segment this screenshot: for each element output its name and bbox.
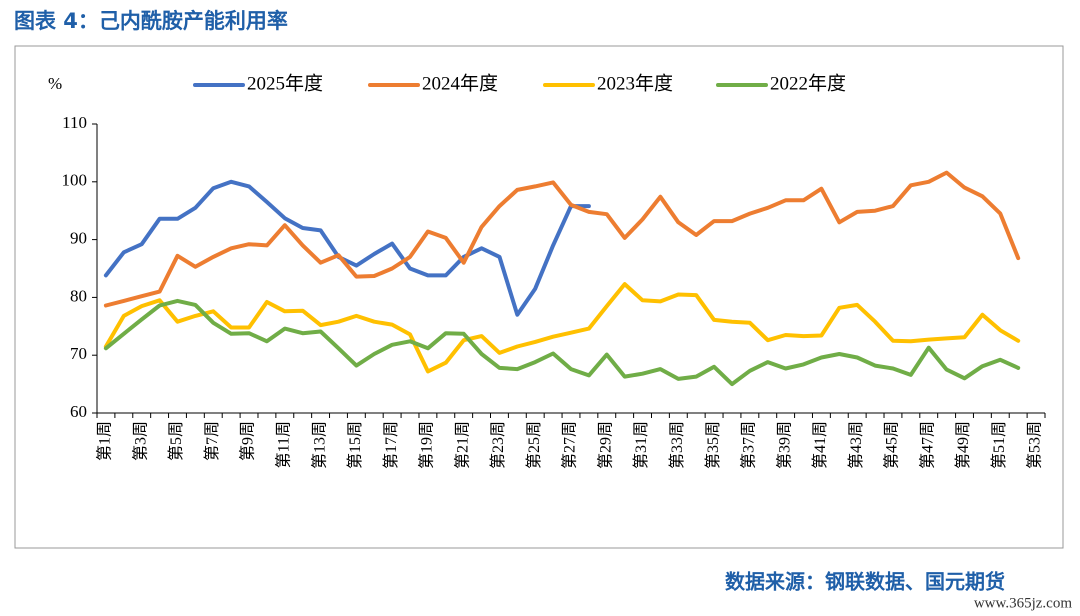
x-tick-label: 第35周: [704, 421, 722, 469]
x-tick-label: 第19周: [418, 421, 436, 469]
series-line: [103, 179, 591, 317]
x-tick-label: 第39周: [775, 421, 793, 469]
legend-label: 2024年度: [422, 72, 498, 94]
chart-frame: [14, 45, 1064, 549]
x-tick-label: 第1周: [96, 421, 114, 461]
y-tick-label: 90: [70, 229, 87, 248]
x-tick-label: 第23周: [489, 421, 507, 469]
x-tick-label: 第31周: [632, 421, 650, 469]
y-tick-label: 70: [70, 344, 87, 363]
x-tick-label: 第41周: [811, 421, 829, 469]
x-tick-label: 第5周: [167, 421, 185, 461]
series-line: [103, 282, 1021, 374]
x-tick-label: 第53周: [1026, 421, 1044, 469]
y-tick-label: 60: [70, 402, 87, 421]
watermark: www.365jz.com: [974, 595, 1073, 611]
x-tick-label: 第25周: [525, 421, 543, 469]
x-tick-label: 第3周: [131, 421, 149, 461]
x-tick-label: 第49周: [954, 421, 972, 469]
y-tick-label: 80: [70, 286, 87, 305]
legend-label: 2022年度: [770, 72, 846, 94]
x-tick-label: 第37周: [740, 421, 758, 469]
x-tick-label: 第29周: [596, 421, 614, 469]
x-tick-label: 第13周: [310, 421, 328, 469]
x-tick-label: 第9周: [239, 421, 257, 461]
chart-title: 图表 4：己内酰胺产能利用率: [14, 9, 288, 33]
series-line: [103, 170, 1021, 308]
legend-label: 2023年度: [597, 72, 673, 94]
x-tick-label: 第47周: [918, 421, 936, 469]
y-tick-label: 100: [62, 171, 88, 190]
x-tick-label: 第11周: [274, 421, 292, 468]
x-tick-label: 第17周: [382, 421, 400, 469]
x-tick-label: 第51周: [990, 421, 1008, 469]
legend-label: 2025年度: [247, 72, 323, 94]
x-tick-label: 第27周: [561, 421, 579, 469]
x-tick-label: 第33周: [668, 421, 686, 469]
x-tick-label: 第7周: [203, 421, 221, 461]
x-tick-label: 第43周: [847, 421, 865, 469]
y-tick-label: 110: [62, 113, 87, 132]
x-tick-label: 第15周: [346, 421, 364, 469]
x-tick-label: 第45周: [883, 421, 901, 469]
series-line: [103, 298, 1021, 387]
x-tick-label: 第21周: [453, 421, 471, 469]
source: 数据来源：钢联数据、国元期货: [725, 570, 1005, 594]
y-axis-label: %: [48, 74, 62, 93]
